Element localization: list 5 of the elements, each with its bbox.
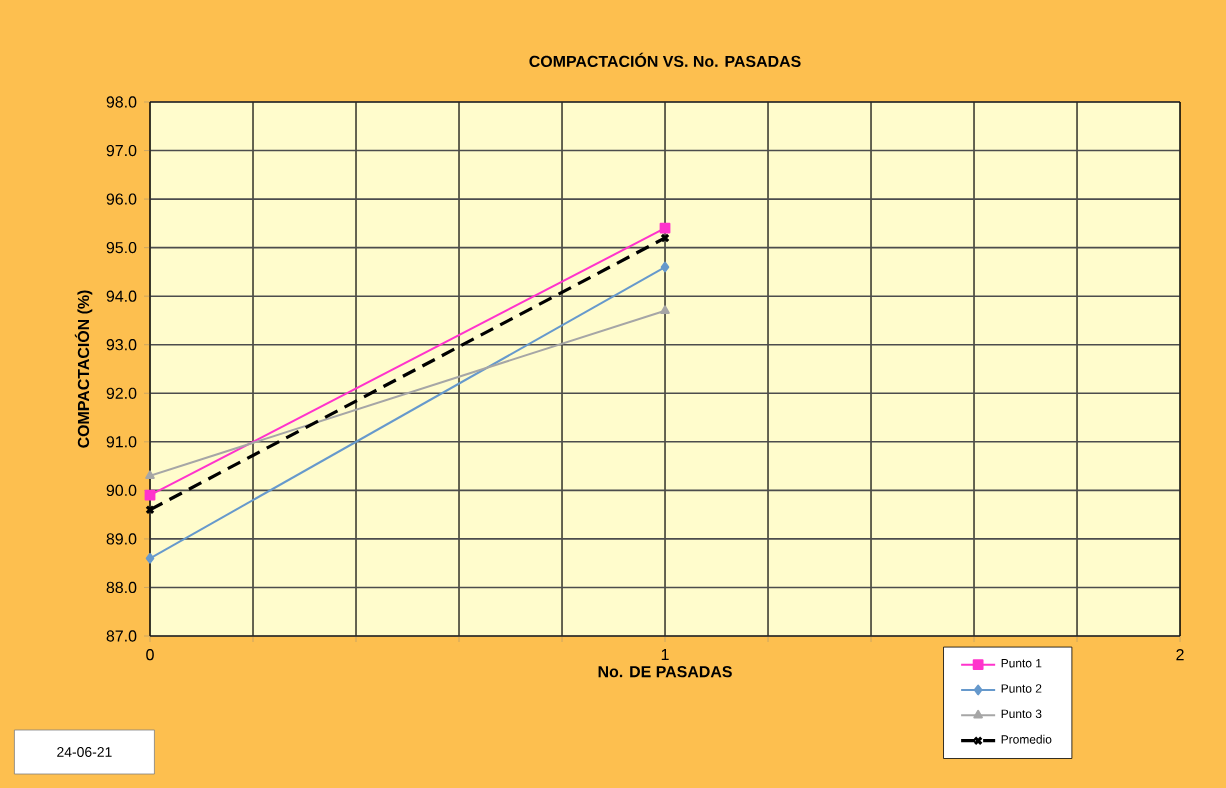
point: [145, 552, 155, 564]
point: [659, 222, 671, 234]
point: [660, 261, 670, 273]
point: [144, 489, 156, 501]
point: [660, 233, 670, 243]
